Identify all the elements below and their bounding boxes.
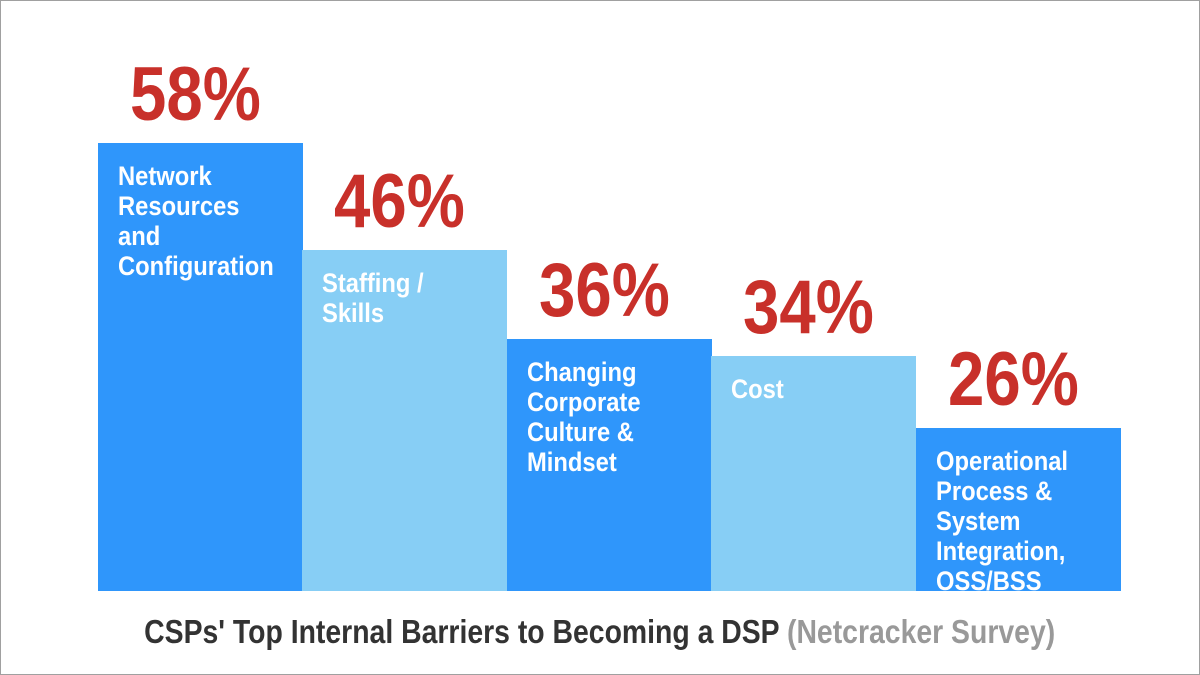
bar-category-label: Network Resources and Configuration xyxy=(118,161,274,282)
bar-2: Staffing / Skills xyxy=(302,249,508,591)
chart-subtitle: (Netcracker Survey) xyxy=(787,613,1056,650)
bar-category-label: Cost xyxy=(731,374,784,405)
bar-category-label: Operational Process & System Integration… xyxy=(935,445,1068,596)
chart-title-main: CSPs' Top Internal Barriers to Becoming … xyxy=(144,613,780,650)
bar-3: Changing Corporate Culture & Mindset xyxy=(506,338,712,591)
bar-value-label: 36% xyxy=(538,247,670,333)
bar-value-label: 58% xyxy=(130,52,261,138)
bar-value-label: 34% xyxy=(743,265,875,351)
bar-value-label: 26% xyxy=(947,336,1079,422)
bar-4: Cost xyxy=(711,356,917,591)
bar-category-label: Staffing / Skills xyxy=(322,267,425,328)
bar-category-label: Changing Corporate Culture & Mindset xyxy=(526,356,641,477)
bar-5: Operational Process & System Integration… xyxy=(915,427,1121,596)
chart-title: CSPs' Top Internal Barriers to Becoming … xyxy=(0,612,1200,652)
bar-value-label: 46% xyxy=(334,158,466,244)
bar-1: Network Resources and Configuration xyxy=(98,143,303,591)
